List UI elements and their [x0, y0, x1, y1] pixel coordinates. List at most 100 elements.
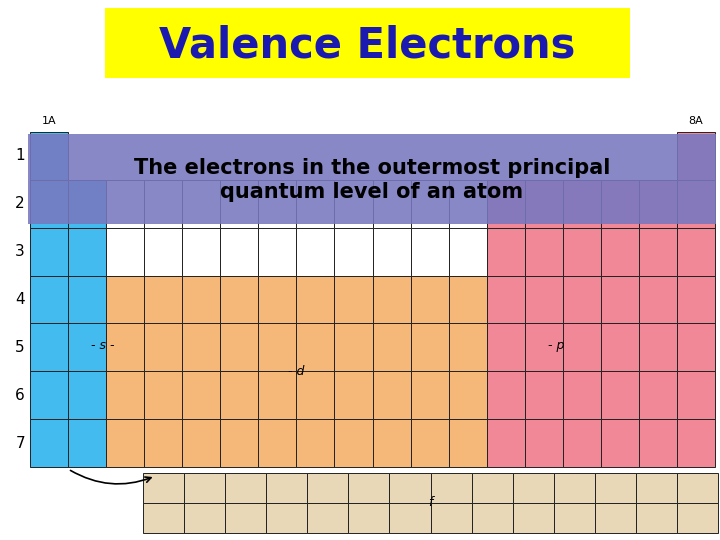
Bar: [225, 503, 266, 533]
Bar: [677, 419, 715, 467]
Bar: [182, 419, 220, 467]
Bar: [677, 275, 715, 323]
Bar: [220, 419, 258, 467]
Bar: [307, 473, 348, 503]
Bar: [106, 275, 144, 323]
Bar: [563, 372, 600, 419]
Text: f: f: [428, 496, 433, 510]
Bar: [513, 473, 554, 503]
Bar: [525, 323, 563, 372]
Bar: [144, 419, 182, 467]
Bar: [68, 180, 106, 228]
Bar: [144, 180, 182, 228]
Bar: [431, 503, 472, 533]
Bar: [297, 372, 335, 419]
Bar: [220, 323, 258, 372]
Bar: [472, 503, 513, 533]
Bar: [182, 323, 220, 372]
Bar: [106, 323, 144, 372]
Bar: [335, 323, 372, 372]
Bar: [639, 228, 677, 275]
Bar: [487, 372, 525, 419]
Bar: [525, 275, 563, 323]
Bar: [677, 503, 718, 533]
Bar: [677, 132, 715, 180]
Bar: [677, 372, 715, 419]
Bar: [487, 419, 525, 467]
Bar: [410, 228, 449, 275]
Bar: [220, 275, 258, 323]
Bar: [68, 323, 106, 372]
Bar: [258, 180, 297, 228]
Bar: [563, 419, 600, 467]
Bar: [600, 372, 639, 419]
Text: 5: 5: [15, 340, 25, 355]
Bar: [297, 323, 335, 372]
Bar: [143, 503, 184, 533]
Bar: [30, 372, 68, 419]
Text: The electrons in the outermost principal
quantum level of an atom: The electrons in the outermost principal…: [134, 158, 610, 201]
Bar: [182, 228, 220, 275]
Bar: [677, 323, 715, 372]
Text: 4: 4: [15, 292, 25, 307]
Bar: [258, 275, 297, 323]
Bar: [348, 503, 390, 533]
Bar: [600, 275, 639, 323]
Bar: [636, 473, 677, 503]
Text: - d: - d: [288, 365, 305, 378]
Bar: [563, 228, 600, 275]
Bar: [525, 419, 563, 467]
Bar: [297, 419, 335, 467]
Bar: [335, 275, 372, 323]
Bar: [449, 323, 487, 372]
Bar: [30, 228, 68, 275]
Bar: [143, 473, 184, 503]
Bar: [563, 180, 600, 228]
Text: 1: 1: [15, 148, 25, 164]
Bar: [30, 323, 68, 372]
Bar: [639, 180, 677, 228]
Bar: [106, 228, 144, 275]
Bar: [372, 275, 410, 323]
Bar: [410, 419, 449, 467]
Bar: [390, 473, 431, 503]
Bar: [600, 323, 639, 372]
Bar: [297, 228, 335, 275]
Bar: [600, 419, 639, 467]
Bar: [410, 323, 449, 372]
Bar: [525, 180, 563, 228]
Bar: [554, 503, 595, 533]
Text: 7: 7: [15, 436, 25, 450]
Bar: [297, 180, 335, 228]
Bar: [30, 180, 68, 228]
Bar: [372, 228, 410, 275]
Bar: [639, 275, 677, 323]
Bar: [554, 473, 595, 503]
Bar: [220, 228, 258, 275]
Bar: [487, 228, 525, 275]
Bar: [636, 503, 677, 533]
Bar: [410, 275, 449, 323]
Bar: [144, 372, 182, 419]
Bar: [431, 473, 472, 503]
Bar: [106, 419, 144, 467]
Bar: [595, 473, 636, 503]
Bar: [68, 419, 106, 467]
Text: Valence Electrons: Valence Electrons: [159, 24, 576, 66]
Bar: [307, 503, 348, 533]
Text: - p: - p: [548, 339, 564, 352]
Bar: [266, 503, 307, 533]
Bar: [258, 419, 297, 467]
Bar: [600, 180, 639, 228]
Bar: [30, 132, 68, 180]
Bar: [348, 473, 390, 503]
Bar: [335, 180, 372, 228]
Bar: [372, 323, 410, 372]
Bar: [144, 275, 182, 323]
Bar: [68, 275, 106, 323]
Bar: [449, 228, 487, 275]
Bar: [677, 180, 715, 228]
Bar: [144, 228, 182, 275]
Bar: [677, 473, 718, 503]
Text: 3: 3: [15, 244, 25, 259]
